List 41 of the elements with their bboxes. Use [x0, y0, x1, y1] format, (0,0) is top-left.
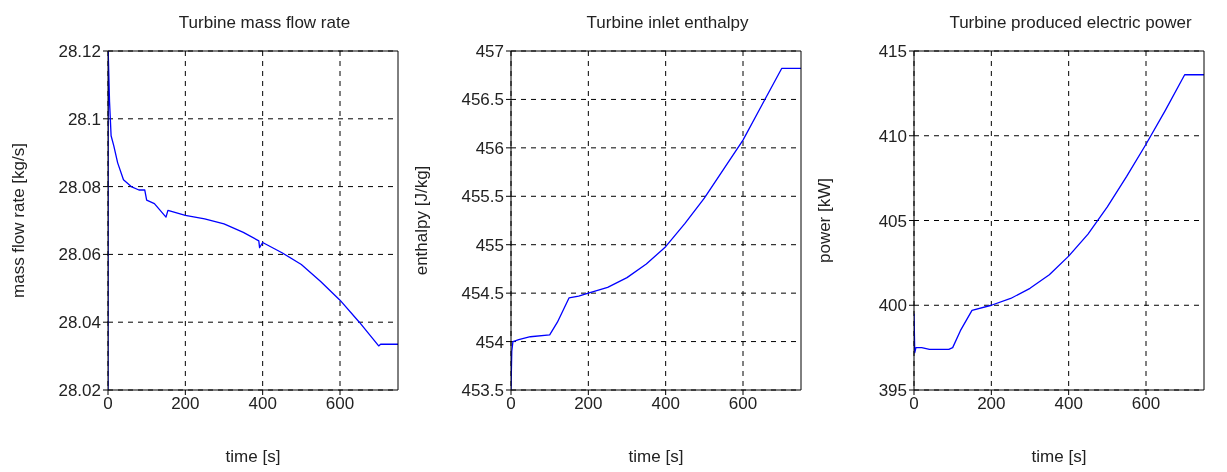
y-tick-label: 28.04: [58, 313, 101, 333]
y-tick-label: 400: [878, 296, 907, 316]
y-tick-label: 28.08: [58, 177, 101, 197]
y-tick-label: 456: [475, 138, 504, 158]
x-tick-label: 0: [506, 394, 516, 414]
y-tick-label: 28.12: [58, 42, 101, 62]
x-tick-label: 600: [325, 394, 355, 414]
y-tick-label: 395: [878, 381, 907, 401]
y-tick-label: 456.5: [461, 90, 504, 110]
y-axis-title: power [kW]: [815, 177, 835, 264]
y-tick-label: 415: [878, 42, 907, 62]
line-series: [914, 74, 1204, 354]
y-tick-label: 454: [475, 332, 504, 352]
y-tick-label: 28.1: [67, 109, 101, 129]
y-tick-label: 28.02: [58, 381, 101, 401]
y-tick-label: 28.06: [58, 245, 101, 265]
x-tick-label: 400: [651, 394, 680, 414]
y-tick-label: 455: [475, 235, 504, 255]
y-axis-title: mass flow rate [kg/s]: [9, 143, 29, 298]
x-tick-label: 200: [171, 394, 200, 414]
y-axis-title: enthalpy [J/kg]: [412, 165, 432, 276]
x-axis-title: time [s]: [628, 447, 684, 466]
x-axis-title: time [s]: [225, 447, 281, 466]
y-tick-label: 454.5: [461, 284, 504, 304]
x-tick-label: 200: [574, 394, 603, 414]
chart-title: Turbine produced electric power: [948, 12, 1193, 34]
y-tick-label: 405: [878, 211, 907, 231]
x-tick-label: 600: [1131, 394, 1161, 414]
chart-title: Turbine mass flow rate: [177, 12, 352, 34]
y-tick-label: 453.5: [461, 381, 504, 401]
x-axis-title: time [s]: [1031, 447, 1087, 466]
x-tick-label: 400: [248, 394, 277, 414]
chart-title: Turbine inlet enthalpy: [585, 12, 750, 34]
x-tick-label: 0: [909, 394, 919, 414]
x-tick-label: 0: [103, 394, 113, 414]
y-tick-label: 457: [475, 42, 504, 62]
x-tick-label: 400: [1054, 394, 1083, 414]
x-tick-label: 200: [977, 394, 1006, 414]
x-tick-label: 600: [728, 394, 758, 414]
y-tick-label: 455.5: [461, 187, 504, 207]
y-tick-label: 410: [878, 126, 907, 146]
